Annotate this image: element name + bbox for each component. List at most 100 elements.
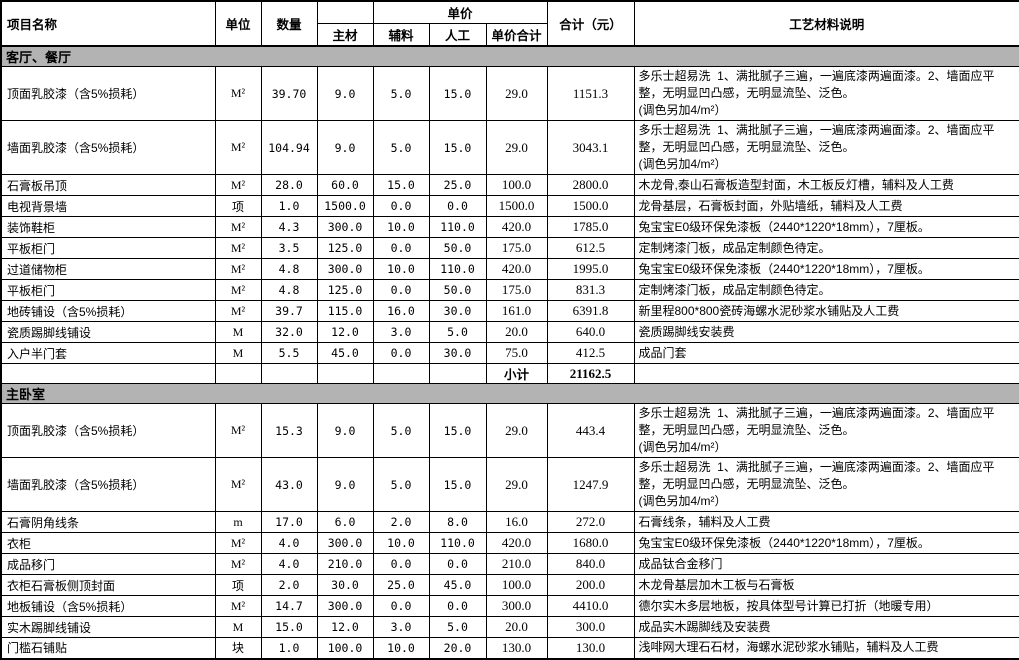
cell-aux-material: 3.0 [372,321,430,343]
cell-unit: 项 [214,574,262,596]
table-row: 平板柜门 M² 4.8 125.0 0.0 50.0 175.0 831.3 定制烤漆门板，成品… [0,279,1019,301]
cell-total: 3043.1 [546,120,635,175]
cell-labor: 30.0 [428,300,487,322]
header-main-material: 主材 [316,23,374,47]
cell-labor: 15.0 [428,457,487,512]
cell-labor: 50.0 [428,279,487,301]
cell-main-material: 12.0 [316,321,374,343]
cell-empty [260,363,318,384]
table-row: 墙面乳胶漆（含5%损耗） M² 104.94 9.0 5.0 15.0 29.0 3043.1… [0,120,1019,175]
cell-aux-material: 3.0 [372,616,430,638]
cell-qty: 2.0 [260,574,318,596]
cell-aux-material: 0.0 [372,237,430,259]
cell-main-material: 300.0 [316,216,374,238]
cell-main-material: 6.0 [316,511,374,533]
cell-aux-material: 15.0 [372,174,430,196]
cell-labor: 15.0 [428,66,487,121]
cell-main-material: 9.0 [316,457,374,512]
cell-unit: M² [214,457,262,512]
cell-labor: 50.0 [428,237,487,259]
cell-unit-price-total: 210.0 [485,553,548,575]
cell-description: 多乐士超易洗 1、满批腻子三遍，一遍底漆两遍面漆。2、墙面应平整，无明显凹凸感，… [633,403,1019,458]
cell-unit-price-total: 29.0 [485,403,548,458]
cell-labor: 0.0 [428,195,487,217]
cell-unit: M² [214,279,262,301]
cell-unit: M² [214,595,262,617]
cell-labor: 0.0 [428,595,487,617]
cell-aux-material: 5.0 [372,403,430,458]
table-row: 顶面乳胶漆（含5%损耗） M² 39.70 9.0 5.0 15.0 29.0 1151.3 多… [0,66,1019,121]
header-price-spacer [316,0,374,24]
cell-description: 浅啡网大理石石材，海螺水泥砂浆水铺贴，辅料及人工费 [633,637,1019,659]
cell-aux-material: 10.0 [372,216,430,238]
cell-unit-price-total: 20.0 [485,616,548,638]
cell-empty [372,363,430,384]
cell-description: 定制烤漆门板，成品定制颜色待定。 [633,237,1019,259]
table-row: 入户半门套 M 5.5 45.0 0.0 30.0 75.0 412.5 成品门套 [0,342,1019,364]
cell-unit: M [214,616,262,638]
table-row: 成品移门 M² 4.0 210.0 0.0 0.0 210.0 840.0 成品钛合金移门 [0,553,1019,575]
cell-total: 1247.9 [546,457,635,512]
cell-description: 兔宝宝E0级环保免漆板（2440*1220*18mm），7厘板。 [633,532,1019,554]
cell-qty: 4.3 [260,216,318,238]
cell-main-material: 9.0 [316,120,374,175]
cell-description: 龙骨基层，石膏板封面，外贴墙纸，辅料及人工费 [633,195,1019,217]
cell-aux-material: 0.0 [372,553,430,575]
cell-item-name: 瓷质踢脚线铺设 [0,321,216,343]
cell-item-name: 门槛石铺贴 [0,637,216,659]
cell-qty: 4.0 [260,553,318,575]
subtotal-row: 小计 21162.5 [0,363,1019,384]
cell-unit-price-total: 420.0 [485,258,548,280]
cell-main-material: 1500.0 [316,195,374,217]
subtotal-value: 21162.5 [546,363,635,384]
cell-main-material: 125.0 [316,279,374,301]
cell-aux-material: 0.0 [372,195,430,217]
cell-description: 木龙骨,泰山石膏板造型封面，木工板反灯槽，辅料及人工费 [633,174,1019,196]
cell-description: 成品门套 [633,342,1019,364]
cell-item-name: 成品移门 [0,553,216,575]
cell-qty: 28.0 [260,174,318,196]
table-row: 顶面乳胶漆（含5%损耗） M² 15.3 9.0 5.0 15.0 29.0 443.4 多乐士… [0,403,1019,458]
cell-labor: 30.0 [428,342,487,364]
cell-description: 成品钛合金移门 [633,553,1019,575]
cell-description: 瓷质踢脚线安装费 [633,321,1019,343]
cell-qty: 15.0 [260,616,318,638]
cell-total: 130.0 [546,637,635,659]
cell-description: 新里程800*800瓷砖海螺水泥砂浆水铺贴及人工费 [633,300,1019,322]
cell-aux-material: 10.0 [372,258,430,280]
cell-aux-material: 5.0 [372,457,430,512]
cell-total: 300.0 [546,616,635,638]
cell-qty: 14.7 [260,595,318,617]
cell-total: 831.3 [546,279,635,301]
cell-item-name: 衣柜 [0,532,216,554]
cell-unit: M [214,321,262,343]
cell-qty: 39.7 [260,300,318,322]
cell-item-name: 地板铺设（含5%损耗） [0,595,216,617]
cell-main-material: 30.0 [316,574,374,596]
cell-unit: M² [214,532,262,554]
cell-unit-price-total: 100.0 [485,174,548,196]
cell-unit-price-total: 29.0 [485,120,548,175]
cell-qty: 4.8 [260,258,318,280]
cell-unit: M² [214,120,262,175]
header-unit-price-group: 单价 [372,0,548,24]
cell-unit: 项 [214,195,262,217]
cell-empty [428,363,487,384]
cell-description: 德尔实木多层地板，按具体型号计算已打折（地暖专用） [633,595,1019,617]
cell-unit-price-total: 75.0 [485,342,548,364]
table-row: 门槛石铺贴块 1.0 100.0 10.0 20.0 130.0 130.0 浅啡网大理石石材… [0,637,1019,659]
header-item-name: 项目名称 [0,0,216,47]
cell-qty: 4.0 [260,532,318,554]
cell-qty: 3.5 [260,237,318,259]
cell-description: 多乐士超易洗 1、满批腻子三遍，一遍底漆两遍面漆。2、墙面应平整，无明显凹凸感，… [633,66,1019,121]
cell-total: 2800.0 [546,174,635,196]
cell-total: 412.5 [546,342,635,364]
cell-qty: 1.0 [260,195,318,217]
cell-main-material: 45.0 [316,342,374,364]
subtotal-label: 小计 [485,363,548,384]
cell-total: 1500.0 [546,195,635,217]
cell-aux-material: 0.0 [372,595,430,617]
cell-unit-price-total: 130.0 [485,637,548,659]
table-row: 电视背景墙项 1.0 1500.0 0.0 0.0 1500.0 1500.0 龙骨基层，石膏… [0,195,1019,217]
